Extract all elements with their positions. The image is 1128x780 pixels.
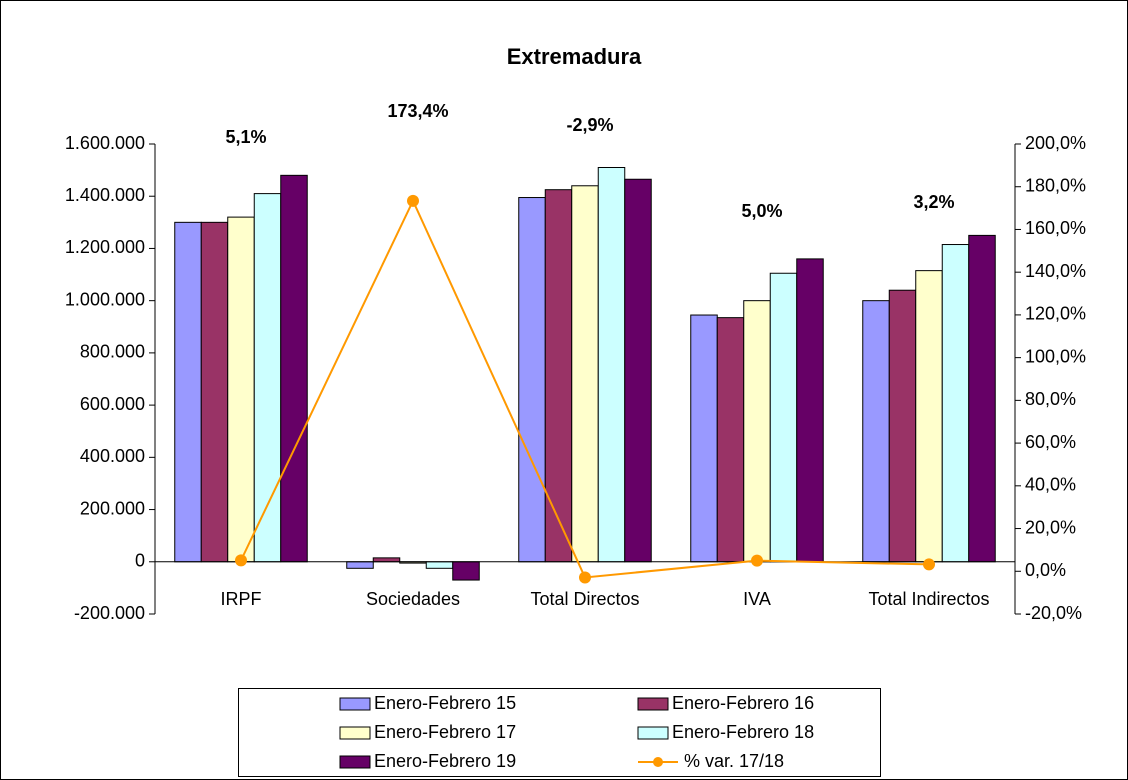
bar	[452, 561, 480, 581]
bar	[571, 185, 599, 563]
legend-marker	[653, 757, 663, 767]
line-marker	[923, 558, 935, 571]
bar	[518, 197, 546, 563]
y-tick-label: 600.000	[80, 394, 145, 414]
y2-tick-label: 20,0%	[1025, 517, 1076, 537]
x-tick-label: Total Indirectos	[868, 589, 989, 609]
bar	[968, 234, 996, 563]
line-marker	[579, 571, 591, 584]
bar	[769, 272, 798, 563]
y-tick-label: 1.000.000	[65, 289, 145, 309]
y2-tick-label: 60,0%	[1025, 432, 1076, 452]
legend-swatch	[339, 755, 371, 769]
legend-swatch	[339, 697, 371, 711]
bar	[796, 258, 824, 563]
y-tick-label: 0	[135, 551, 145, 571]
legend-label: Enero-Febrero 17	[374, 722, 516, 742]
y-tick-label: 1.200.000	[65, 237, 145, 257]
y-tick-label: 400.000	[80, 446, 145, 466]
legend-swatch	[339, 726, 371, 740]
y2-tick-label: 40,0%	[1025, 475, 1076, 495]
x-tick-label: Sociedades	[366, 589, 460, 609]
bar	[915, 270, 943, 563]
data-label: 5,1%	[225, 127, 266, 147]
bar	[425, 561, 454, 569]
y2-tick-label: 200,0%	[1025, 133, 1086, 153]
bar	[624, 178, 652, 563]
x-tick-label: IRPF	[220, 589, 261, 609]
legend-swatch	[637, 726, 669, 740]
y-tick-label: 200.000	[80, 498, 145, 518]
line-marker	[235, 554, 247, 567]
line-marker	[407, 194, 419, 207]
bar	[346, 561, 374, 569]
y-tick-label: 800.000	[80, 342, 145, 362]
data-label: 173,4%	[387, 101, 448, 121]
y2-tick-label: 80,0%	[1025, 389, 1076, 409]
y2-tick-label: 0,0%	[1025, 560, 1066, 580]
legend-label: Enero-Febrero 18	[672, 722, 814, 742]
data-label: 5,0%	[741, 201, 782, 221]
line-marker	[751, 554, 763, 567]
y-tick-label: 1.400.000	[65, 185, 145, 205]
data-label: 3,2%	[913, 192, 954, 212]
y-tick-label: 1.600.000	[65, 133, 145, 153]
bar	[690, 314, 718, 563]
bar	[941, 244, 970, 563]
bar	[372, 557, 401, 563]
bar	[253, 193, 282, 563]
bar	[597, 167, 626, 563]
x-tick-label: Total Directos	[530, 589, 639, 609]
bar	[174, 221, 202, 563]
y2-tick-label: 100,0%	[1025, 346, 1086, 366]
legend-label: % var. 17/18	[684, 751, 784, 771]
bar	[743, 300, 771, 563]
legend-label: Enero-Febrero 16	[672, 693, 814, 713]
y2-tick-label: 160,0%	[1025, 218, 1086, 238]
legend-label: Enero-Febrero 19	[374, 751, 516, 771]
bar	[888, 289, 917, 563]
chart-title: Extremadura	[507, 44, 642, 69]
data-label: -2,9%	[566, 115, 613, 135]
legend-swatch	[637, 697, 669, 711]
bar	[280, 174, 308, 563]
bar	[544, 189, 573, 563]
y2-tick-label: 180,0%	[1025, 175, 1086, 195]
bar	[862, 300, 890, 563]
bar	[716, 317, 745, 563]
bar	[200, 221, 229, 563]
x-tick-label: IVA	[743, 589, 771, 609]
y-tick-label: -200.000	[74, 603, 145, 623]
y2-tick-label: -20,0%	[1025, 603, 1082, 623]
y2-tick-label: 120,0%	[1025, 304, 1086, 324]
y2-tick-label: 140,0%	[1025, 261, 1086, 281]
legend-label: Enero-Febrero 15	[374, 693, 516, 713]
bar	[227, 216, 255, 563]
